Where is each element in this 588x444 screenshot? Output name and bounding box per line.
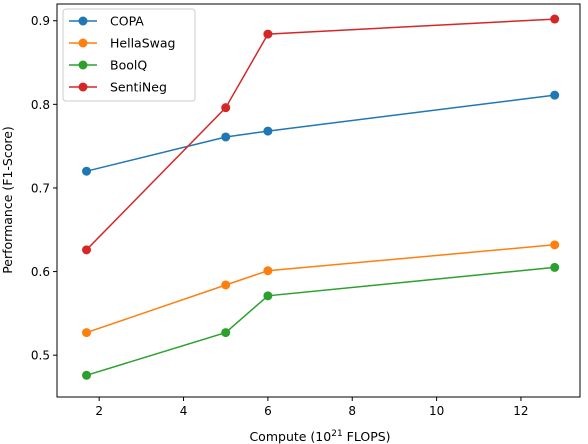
legend-label: BoolQ <box>110 58 147 73</box>
series-copa <box>82 90 560 176</box>
legend-marker <box>78 82 88 92</box>
data-point-sentineg <box>82 245 92 255</box>
data-point-hellaswag <box>263 266 273 276</box>
data-point-copa <box>82 166 92 176</box>
data-point-boolq <box>221 328 231 338</box>
legend-label: SentiNeg <box>110 80 167 95</box>
x-tick-label: 4 <box>180 404 188 418</box>
data-point-copa <box>550 90 560 100</box>
data-point-boolq <box>263 291 273 301</box>
plot-area <box>56 3 581 398</box>
series-hellaswag <box>82 240 560 338</box>
legend-box <box>62 8 196 102</box>
y-axis-label: Performance (F1-Score) <box>0 126 15 274</box>
series-line-copa <box>86 94 555 172</box>
data-point-copa <box>263 126 273 136</box>
x-tick-label: 2 <box>95 404 103 418</box>
data-point-copa <box>221 132 231 142</box>
series-layer <box>82 14 560 380</box>
data-point-sentineg <box>263 29 273 39</box>
series-line-sentineg <box>85 18 555 251</box>
axes-frame <box>56 3 581 398</box>
data-point-sentineg <box>221 103 231 113</box>
series-line-hellaswag <box>86 244 555 334</box>
y-tick-label: 0.5 <box>31 349 50 363</box>
x-tick-label: 6 <box>264 404 272 418</box>
legend-label: COPA <box>110 14 144 29</box>
x-tick-label: 8 <box>348 404 356 418</box>
legend-marker <box>78 38 88 48</box>
data-point-hellaswag <box>221 280 231 290</box>
legend-item-boolq: BoolQ <box>69 58 147 73</box>
series-line-boolq <box>86 266 555 377</box>
data-point-boolq <box>82 370 92 380</box>
legend-item-copa: COPA <box>69 14 144 29</box>
data-point-hellaswag <box>550 240 560 250</box>
series-boolq <box>82 262 560 380</box>
legend-marker <box>78 60 88 70</box>
x-axis-ticks: 2 4 6 8 10 12 <box>95 397 529 418</box>
data-point-hellaswag <box>82 328 92 338</box>
x-tick-label: 12 <box>513 404 528 418</box>
legend-marker <box>78 16 88 26</box>
y-tick-label: 0.9 <box>31 14 50 28</box>
y-tick-label: 0.8 <box>31 98 50 112</box>
x-tick-label: 10 <box>429 404 444 418</box>
legend-item-hellaswag: HellaSwag <box>69 36 175 51</box>
y-axis-ticks: 0.5 0.6 0.7 0.8 0.9 <box>31 14 57 363</box>
data-point-boolq <box>550 262 560 272</box>
y-tick-label: 0.7 <box>31 181 50 195</box>
series-sentineg <box>82 14 560 255</box>
data-point-sentineg <box>550 14 560 24</box>
y-tick-label: 0.6 <box>31 265 50 279</box>
legend-label: HellaSwag <box>110 36 175 51</box>
legend-item-sentineg: SentiNeg <box>69 80 167 95</box>
legend-entries: COPA HellaSwag BoolQ SentiNeg <box>69 14 175 95</box>
x-axis-label: Compute (1021 FLOPS) <box>249 429 390 444</box>
legend: COPA HellaSwag BoolQ SentiNeg <box>62 8 196 102</box>
